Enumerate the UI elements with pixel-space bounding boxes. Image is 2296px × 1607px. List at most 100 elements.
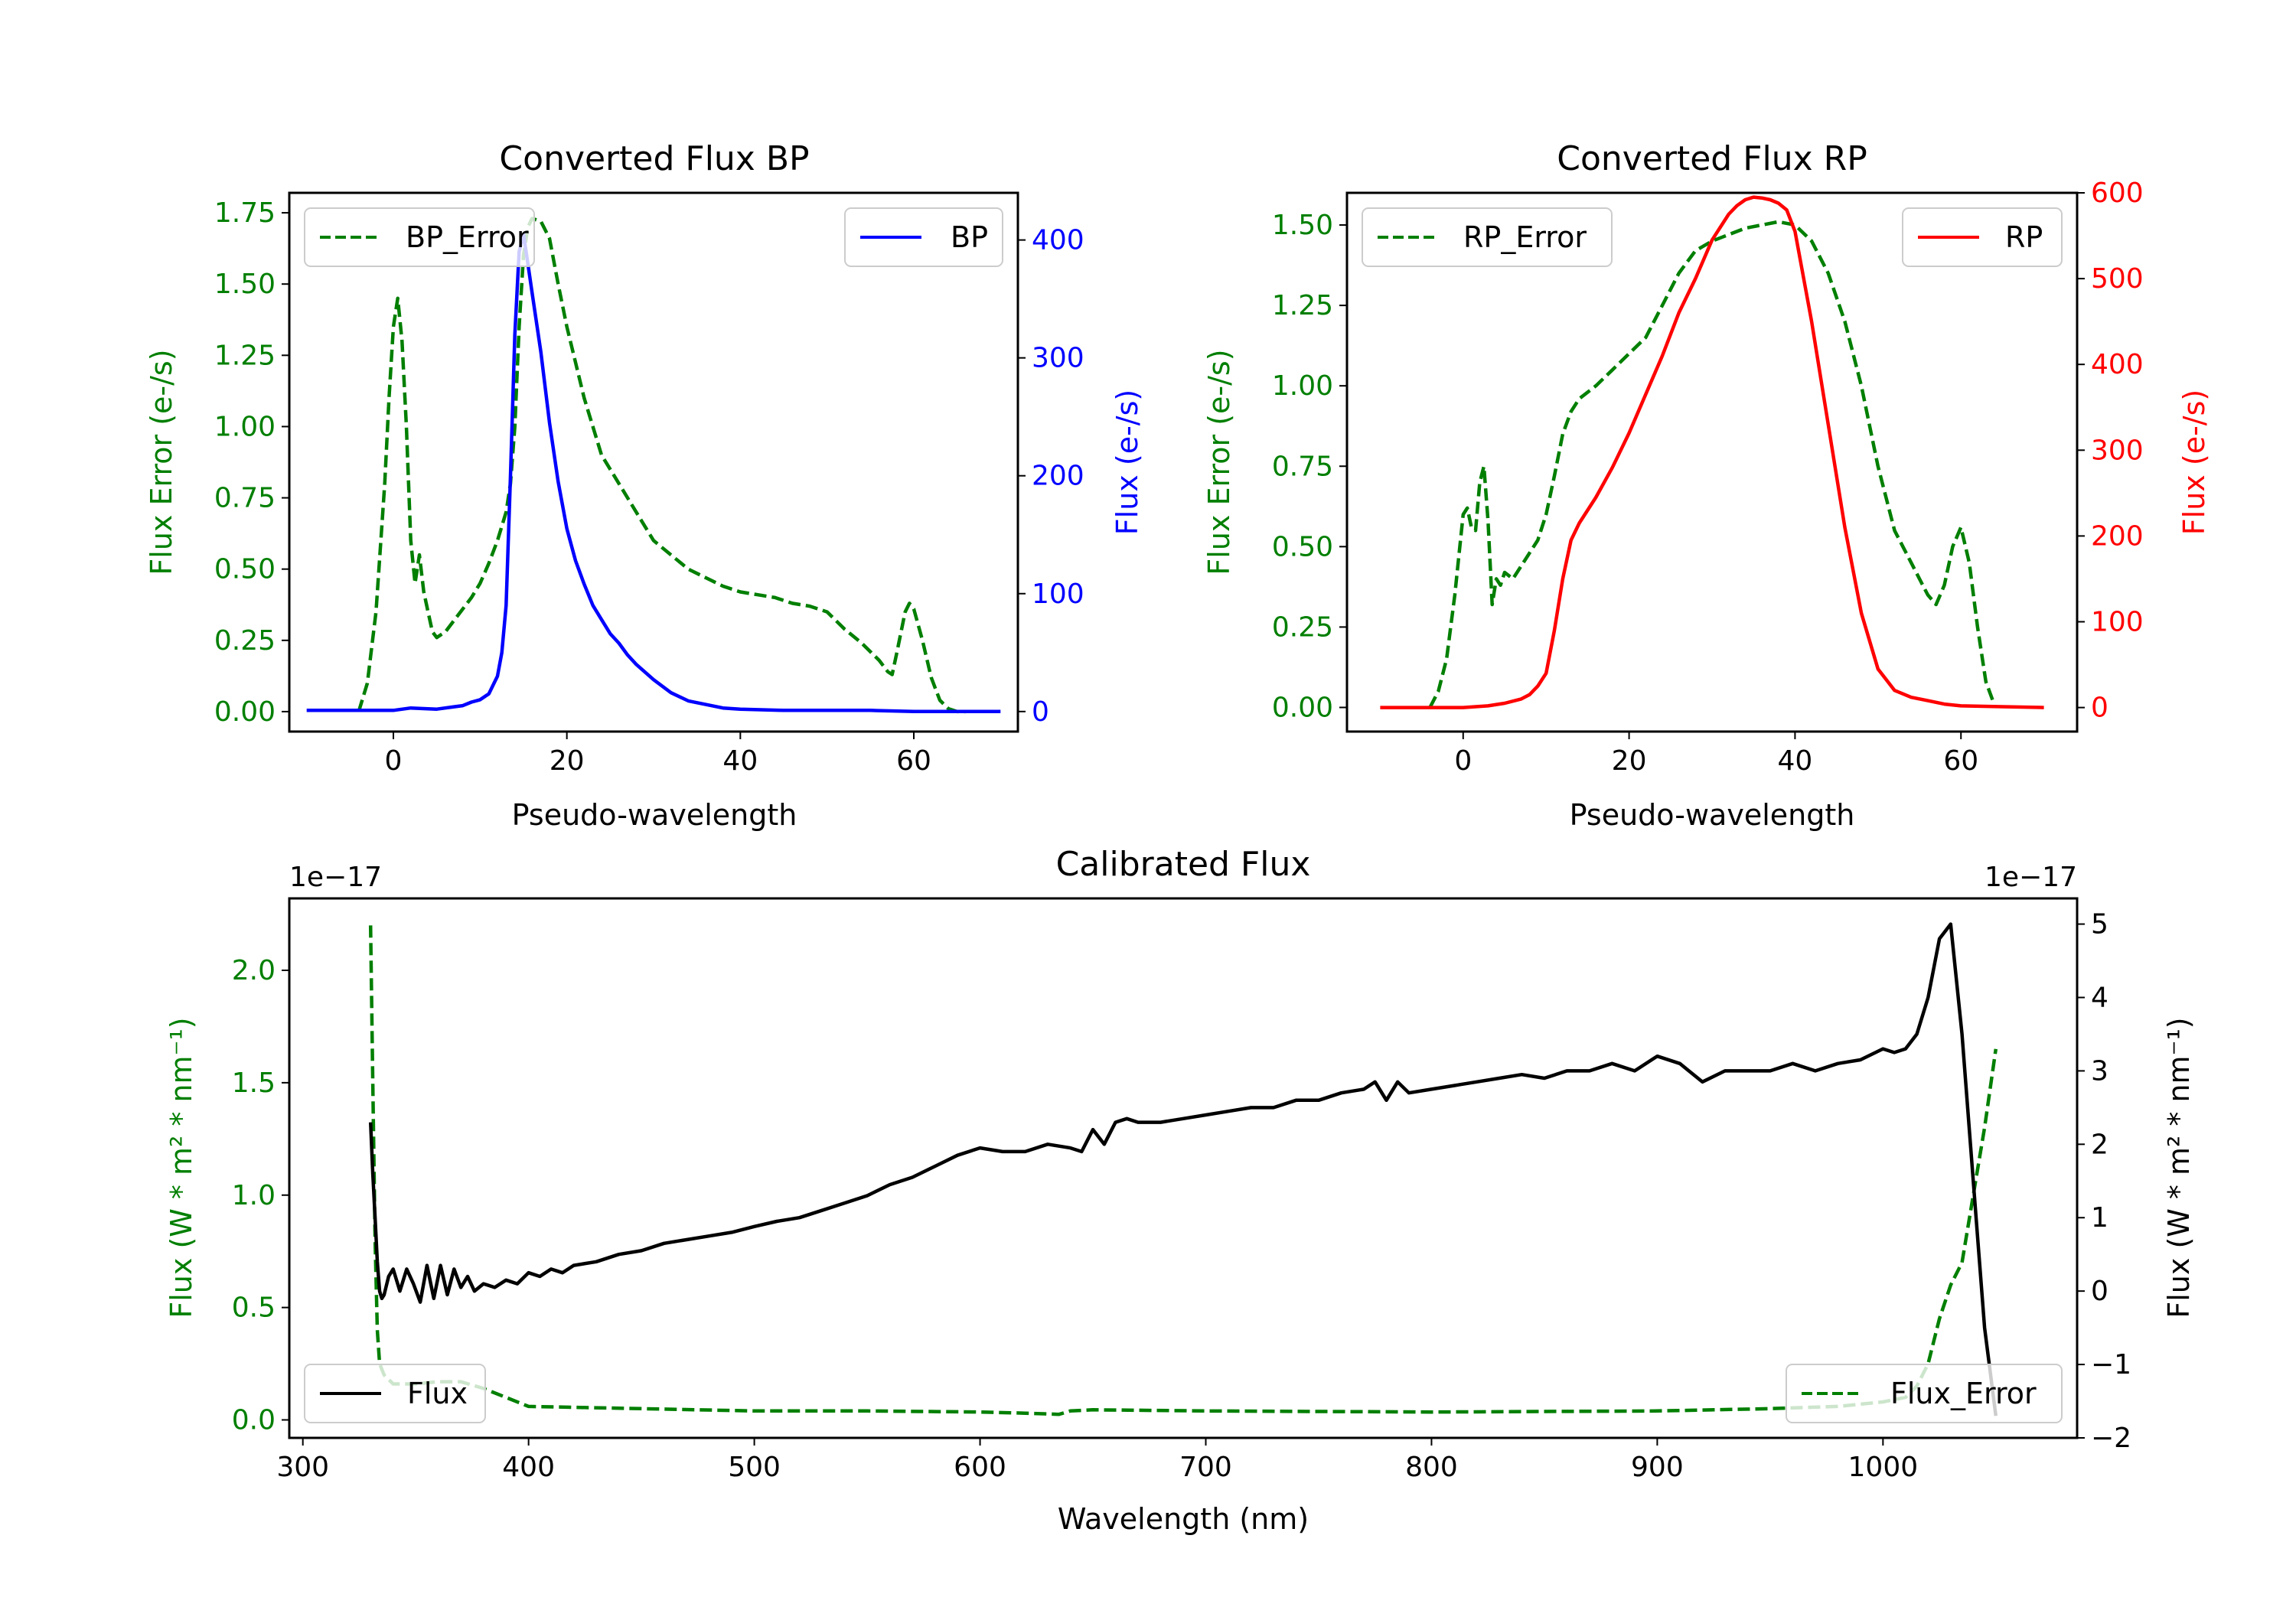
bp-left-tick-label: 1.50	[214, 269, 276, 300]
bp-panel: Converted Flux BP 0 20 40 60 0.00 0.25 0.50 0.7…	[145, 139, 1144, 832]
rp-ticks: 0 20 40 60 0.00 0.25 0.50 0.75 1.00 1.25 1.50 0 100 2…	[1272, 178, 2144, 777]
cal-right-tick-label: 5	[2091, 909, 2108, 940]
rp-right-tick-label: 500	[2091, 263, 2144, 295]
cal-ticks: 300 400 500 600 700 800 900 1000 0.0 0.5 1.0 1.5 2.0…	[232, 909, 2131, 1483]
cal-left-tick-label: 0.5	[232, 1292, 276, 1324]
bp-x-tick-label: 20	[550, 745, 585, 777]
bp-legend-right-label: BP	[951, 220, 988, 254]
cal-legend-left-label: Flux	[407, 1377, 468, 1410]
bp-ticks: 0 20 40 60 0.00 0.25 0.50 0.75 1.00 1.25 1.50 1.75 0…	[214, 197, 1084, 777]
bp-legend-right: BP	[844, 207, 1003, 267]
cal-left-tick-label: 1.5	[232, 1068, 276, 1099]
bp-legend-left-label: BP_Error	[406, 220, 529, 254]
cal-x-tick-label: 800	[1405, 1452, 1458, 1483]
cal-x-tick-label: 1000	[1848, 1452, 1919, 1483]
cal-x-tick-label: 600	[954, 1452, 1006, 1483]
cal-left-offset-text: 1e−17	[289, 862, 382, 893]
rp-left-tick-label: 1.50	[1272, 210, 1333, 241]
cal-left-tick-label: 2.0	[232, 955, 276, 986]
rp-left-axis-label: Flux Error (e-/s)	[1202, 349, 1236, 575]
cal-axes-frame	[288, 897, 2079, 1439]
cal-series-flux	[368, 922, 1998, 1416]
cal-legend-left-box	[304, 1364, 486, 1423]
rp-x-tick-label: 60	[1943, 745, 1978, 777]
bp-left-tick-label: 0.00	[214, 696, 276, 728]
bp-right-tick-label: 200	[1032, 461, 1084, 492]
cal-x-tick-label: 500	[728, 1452, 781, 1483]
rp-right-tick-label: 100	[2091, 607, 2144, 638]
cal-right-axis-label: Flux (W * m² * nm⁻¹)	[2162, 1017, 2196, 1318]
cal-chart-title: Calibrated Flux	[1056, 845, 1311, 884]
rp-legend-right-box	[1902, 207, 2063, 267]
rp-series-rp	[1380, 195, 2044, 709]
rp-right-tick-label: 200	[2091, 520, 2144, 552]
rp-legend-left-box	[1362, 207, 1613, 267]
rp-left-tick-label: 0.00	[1272, 692, 1333, 723]
bp-x-tick-label: 40	[722, 745, 758, 777]
cal-right-tick-label: −2	[2091, 1423, 2131, 1454]
cal-x-axis-label: Wavelength (nm)	[1058, 1502, 1309, 1536]
rp-right-tick-label: 600	[2091, 178, 2144, 209]
bp-left-tick-label: 1.75	[214, 197, 276, 229]
cal-right-tick-label: 2	[2091, 1129, 2108, 1160]
cal-x-tick-label: 400	[502, 1452, 555, 1483]
cal-left-axis-label: Flux (W * m² * nm⁻¹)	[165, 1017, 198, 1318]
cal-legend-right-label: Flux_Error	[1890, 1377, 2037, 1410]
rp-right-tick-label: 300	[2091, 435, 2144, 466]
cal-right-tick-label: −1	[2091, 1349, 2131, 1380]
bp-left-tick-label: 0.75	[214, 483, 276, 514]
cal-legend-left: Flux	[304, 1364, 486, 1423]
bp-legend-left-box	[304, 207, 535, 267]
cal-panel: Calibrated Flux 1e−17 1e−17 300 400 500 600…	[165, 845, 2196, 1536]
bp-left-tick-label: 1.25	[214, 340, 276, 371]
cal-right-tick-label: 3	[2091, 1055, 2108, 1087]
rp-panel: Converted Flux RP 0 20 40 60 0.00 0.25 0.50 0.7…	[1202, 139, 2211, 832]
bp-x-axis-label: Pseudo-wavelength	[512, 798, 797, 832]
rp-chart-title: Converted Flux RP	[1557, 139, 1867, 178]
rp-plot-area	[1380, 195, 2044, 709]
cal-left-tick-label: 1.0	[232, 1180, 276, 1211]
rp-legend-right-label: RP	[2005, 220, 2043, 254]
rp-legend-left-label: RP_Error	[1463, 220, 1587, 254]
bp-left-tick-label: 0.25	[214, 625, 276, 657]
rp-left-tick-label: 0.25	[1272, 611, 1333, 643]
bp-axes-frame	[288, 191, 1019, 733]
bp-left-tick-label: 1.00	[214, 411, 276, 442]
rp-left-tick-label: 1.25	[1272, 290, 1333, 321]
rp-x-tick-label: 0	[1454, 745, 1472, 777]
bp-right-tick-label: 400	[1032, 225, 1084, 256]
bp-legend-left: BP_Error	[304, 207, 535, 267]
rp-legend-right: RP	[1902, 207, 2063, 267]
rp-left-tick-label: 1.00	[1272, 370, 1333, 402]
bp-plot-area	[306, 217, 1001, 714]
bp-x-tick-label: 60	[896, 745, 931, 777]
bp-chart-title: Converted Flux BP	[499, 139, 809, 178]
cal-right-tick-label: 4	[2091, 982, 2108, 1013]
cal-right-tick-label: 0	[2091, 1276, 2108, 1307]
rp-x-tick-label: 40	[1778, 745, 1813, 777]
bp-left-tick-label: 0.50	[214, 554, 276, 585]
bp-series-bp	[306, 232, 1001, 714]
rp-legend-left: RP_Error	[1362, 207, 1613, 267]
rp-left-tick-label: 0.50	[1272, 531, 1333, 562]
bp-right-tick-label: 100	[1032, 579, 1084, 610]
bp-legend-right-box	[844, 207, 1003, 267]
cal-x-tick-label: 900	[1631, 1452, 1684, 1483]
cal-right-offset-text: 1e−17	[1985, 862, 2077, 893]
rp-left-tick-label: 0.75	[1272, 451, 1333, 482]
cal-legend-right: Flux_Error	[1786, 1364, 2063, 1423]
cal-x-tick-label: 700	[1179, 1452, 1232, 1483]
rp-axes-frame	[1345, 191, 2079, 733]
bp-right-tick-label: 0	[1032, 696, 1049, 728]
bp-right-axis-label: Flux (e-/s)	[1110, 390, 1144, 535]
rp-right-tick-label: 400	[2091, 349, 2144, 380]
bp-right-tick-label: 300	[1032, 343, 1084, 374]
rp-right-axis-label: Flux (e-/s)	[2177, 390, 2211, 535]
cal-legend-right-box	[1786, 1364, 2063, 1423]
rp-series-rp-error	[1428, 220, 1996, 709]
cal-right-tick-label: 1	[2091, 1202, 2108, 1234]
rp-x-tick-label: 20	[1612, 745, 1647, 777]
bp-left-axis-label: Flux Error (e-/s)	[145, 349, 178, 575]
